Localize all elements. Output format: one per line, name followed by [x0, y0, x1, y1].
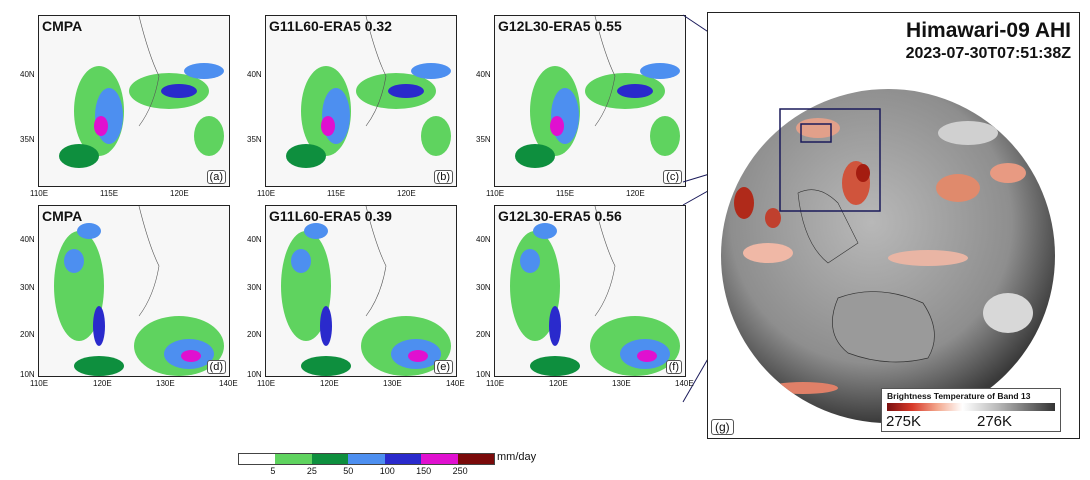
lon-tick: 120E [626, 189, 645, 198]
colorbar-swatch [348, 454, 385, 464]
lon-tick: 140E [219, 379, 238, 388]
lat-tick: 10N [247, 370, 262, 379]
satellite-timestamp: 2023-07-30T07:51:38Z [905, 45, 1071, 62]
colorbar-title: Brightness Temperature of Band 13 [887, 391, 1031, 401]
lat-tick: 40N [20, 70, 35, 79]
colorbar-unit: mm/day [497, 451, 537, 463]
lon-tick: 110E [30, 379, 49, 388]
map-panel-c: G12L30-ERA5 0.55 (c) [494, 15, 686, 187]
map-panel-b: G11L60-ERA5 0.32 (b) [265, 15, 457, 187]
lat-tick: 40N [476, 235, 491, 244]
lon-tick: 110E [257, 189, 276, 198]
lat-tick: 40N [476, 70, 491, 79]
lon-tick: 110E [486, 189, 505, 198]
lon-tick: 115E [100, 189, 119, 198]
panel-label: (a) [206, 170, 226, 184]
lon-tick: 130E [383, 379, 402, 388]
colorbar-tick: 150 [416, 466, 432, 476]
lon-tick: 110E [486, 379, 505, 388]
panel-title: G11L60-ERA5 0.32 [269, 18, 392, 34]
colorbar-high-label: 276K [977, 413, 1013, 430]
colorbar-low-label: 275K [886, 413, 922, 430]
panel-label: (f) [665, 360, 682, 374]
lon-tick: 120E [93, 379, 112, 388]
lat-tick: 35N [247, 135, 262, 144]
panel-title: CMPA [42, 208, 83, 224]
lat-tick: 35N [20, 135, 35, 144]
colorbar-swatch [384, 454, 422, 464]
map-panel-a: CMPA (a) [38, 15, 230, 187]
precip-colorbar [238, 453, 495, 465]
lat-tick: 30N [476, 282, 491, 292]
lat-tick: 20N [476, 330, 491, 339]
colorbar-swatch [275, 454, 312, 464]
panel-title: G11L60-ERA5 0.39 [269, 208, 392, 224]
lat-tick: 30N [20, 282, 35, 292]
brightness-colorbar: Brightness Temperature of Band 13 275K 2… [881, 388, 1061, 432]
satellite-title: Himawari-09 AHI [906, 19, 1071, 42]
lon-tick: 120E [320, 379, 339, 388]
lon-tick: 120E [549, 379, 568, 388]
lon-tick: 140E [446, 379, 465, 388]
colorbar-swatch [239, 454, 276, 464]
colorbar-tick: 100 [379, 466, 395, 476]
panel-label-g: (g) [711, 419, 734, 435]
panel-title: G12L30-ERA5 0.55 [498, 18, 622, 34]
lat-tick: 40N [247, 70, 262, 79]
satellite-disk [721, 89, 1055, 423]
map-panel-d: CMPA (d) [38, 205, 230, 377]
satellite-panel: Himawari-09 AHI 2023-07-30T07:51:38Z Bri… [707, 12, 1080, 439]
colorbar-tick: 250 [452, 466, 468, 476]
panel-label: (d) [206, 360, 226, 374]
lon-tick: 110E [30, 189, 49, 198]
lat-tick: 20N [20, 330, 35, 339]
colorbar-swatch [311, 454, 349, 464]
panel-title: G12L30-ERA5 0.56 [498, 208, 622, 224]
lon-tick: 140E [675, 379, 694, 388]
lat-tick: 10N [476, 370, 491, 379]
colorbar-tick: 50 [343, 466, 354, 476]
lon-tick: 115E [556, 189, 575, 198]
panel-label: (c) [663, 170, 682, 184]
lon-tick: 110E [257, 379, 276, 388]
lat-tick: 30N [247, 282, 262, 292]
lat-tick: 40N [20, 235, 35, 244]
lat-tick: 35N [476, 135, 491, 144]
map-panel-f: G12L30-ERA5 0.56 (f) [494, 205, 686, 377]
lat-tick: 10N [20, 370, 35, 379]
map-panel-e: G11L60-ERA5 0.39 (e) [265, 205, 457, 377]
colorbar-swatch [457, 454, 494, 464]
colorbar-tick: 25 [306, 466, 317, 476]
lat-tick: 20N [247, 330, 262, 339]
colorbar-swatch [421, 454, 458, 464]
colorbar-gradient [887, 403, 1055, 411]
lon-tick: 120E [397, 189, 416, 198]
lon-tick: 130E [612, 379, 631, 388]
colorbar-tick: 5 [270, 466, 276, 476]
lon-tick: 115E [327, 189, 346, 198]
lon-tick: 130E [156, 379, 175, 388]
lon-tick: 120E [170, 189, 189, 198]
panel-label: (b) [433, 170, 453, 184]
panel-title: CMPA [42, 18, 83, 34]
panel-label: (e) [433, 360, 453, 374]
lat-tick: 40N [247, 235, 262, 244]
